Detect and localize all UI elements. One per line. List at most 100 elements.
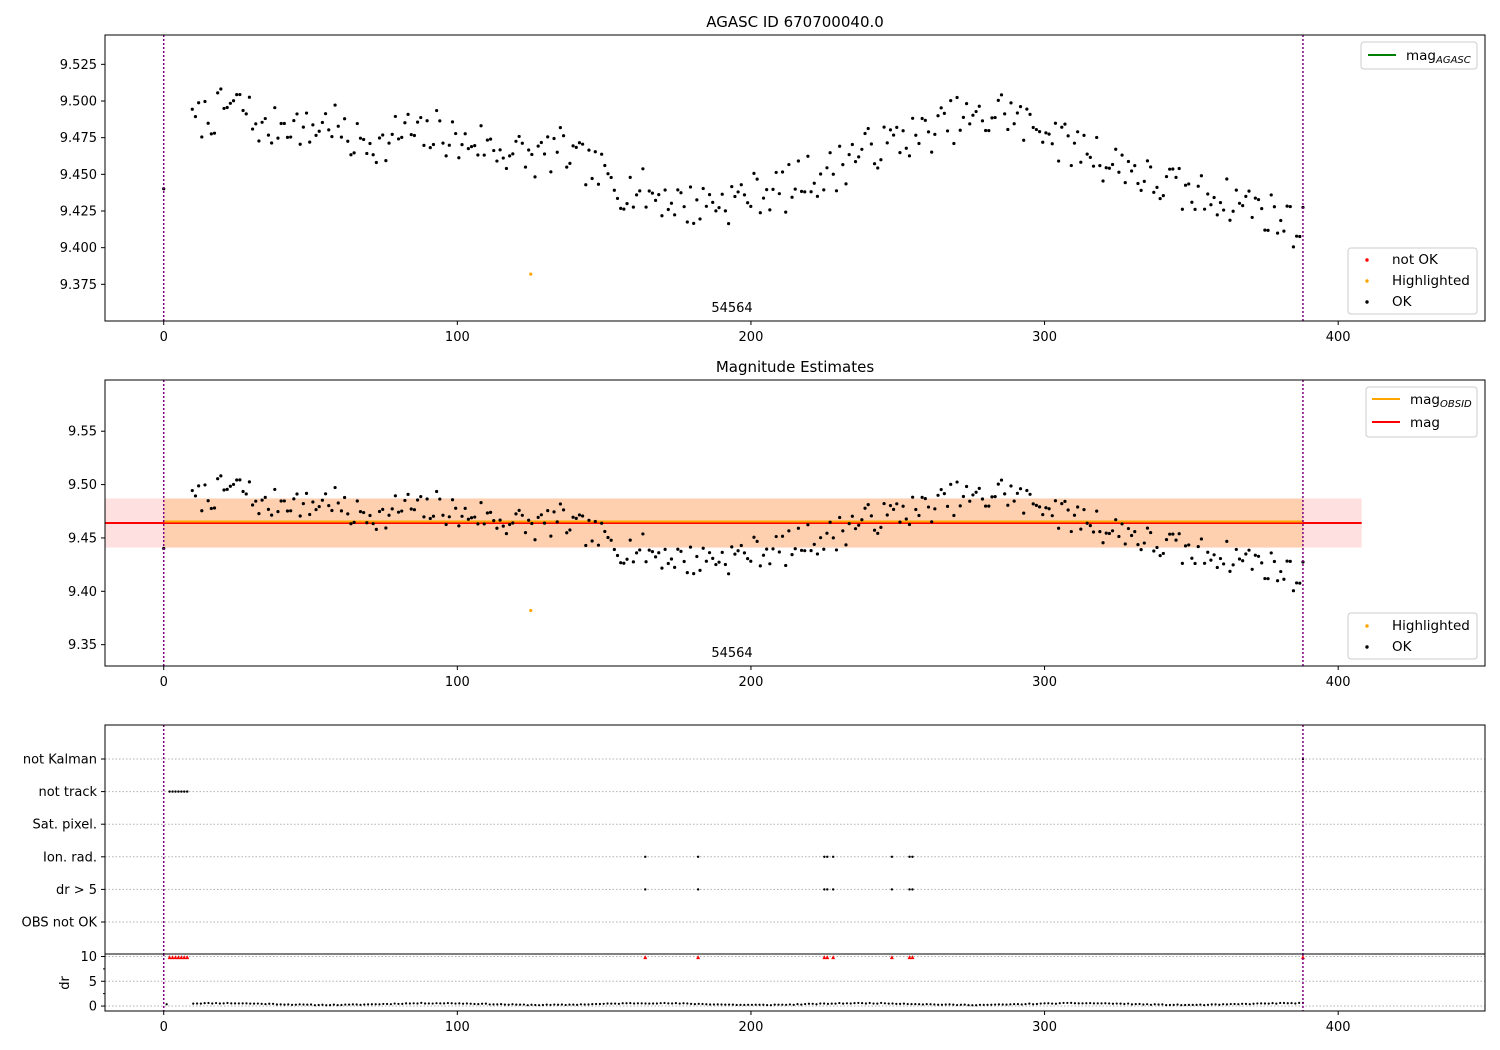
ok-point (463, 506, 467, 510)
dr-point (477, 1003, 480, 1006)
ok-point (1253, 553, 1257, 557)
dr-point (439, 1002, 442, 1005)
dr-point (785, 1003, 788, 1006)
dr-point (587, 1003, 590, 1006)
ok-point (1164, 174, 1169, 179)
ok-point (673, 213, 677, 217)
ok-point (853, 160, 858, 164)
ok-point (765, 188, 769, 192)
ok-point (527, 148, 531, 152)
ok-point (812, 181, 816, 185)
ok-point (1006, 503, 1010, 507)
ion-rad-point (826, 855, 829, 858)
dr-ytick-label: 0 (89, 1000, 97, 1015)
ok-point (549, 170, 553, 174)
ok-point (663, 188, 667, 192)
ok-point (692, 572, 696, 576)
ok-point (1126, 159, 1131, 164)
ok-point (961, 115, 966, 119)
ok-point (450, 120, 455, 124)
dr-point (1294, 1002, 1297, 1005)
ok-point (1158, 196, 1162, 201)
ok-point (733, 194, 737, 199)
dr-point (1195, 1003, 1198, 1006)
dr-point (724, 1003, 727, 1006)
ok-point (669, 201, 674, 205)
ok-point (1225, 177, 1229, 181)
dr-point (1279, 1001, 1282, 1005)
ok-point (441, 513, 445, 517)
dr-point (378, 1003, 381, 1006)
ok-point (371, 522, 375, 526)
ok-point (508, 522, 512, 527)
ok-point (657, 551, 661, 555)
dr-point (1096, 1002, 1099, 1005)
ok-point (628, 175, 632, 179)
ok-point (841, 529, 845, 533)
ok-point (1234, 547, 1238, 552)
dr-point (496, 1003, 499, 1006)
ok-point (343, 117, 347, 121)
dr-point (716, 1003, 719, 1006)
ok-point (565, 531, 569, 535)
dr-high-marker (643, 955, 648, 960)
ok-point (374, 160, 378, 165)
ok-point (584, 543, 588, 548)
ok-point (276, 510, 280, 514)
ok-point (1222, 208, 1226, 212)
dr-point (264, 1003, 267, 1006)
highlighted-point (529, 608, 533, 613)
ok-point (987, 504, 991, 508)
dr-point (777, 1003, 780, 1006)
dr-point (572, 1003, 575, 1006)
dr-point (309, 1003, 313, 1006)
ok-point (355, 121, 359, 126)
flag-label: not track (38, 785, 97, 800)
ok-point (666, 207, 670, 212)
ok-point (1288, 204, 1292, 209)
dr-point (347, 1003, 351, 1006)
dr-point (328, 1004, 332, 1007)
dr-high-marker (822, 955, 827, 960)
ok-point (539, 140, 543, 145)
ok-point (1190, 556, 1194, 560)
dr-point (864, 1002, 868, 1005)
ok-point (930, 520, 934, 524)
ok-point (508, 154, 512, 158)
ok-point (726, 222, 731, 226)
ok-point (891, 507, 896, 511)
ok-point (609, 175, 613, 180)
ok-point (1241, 204, 1245, 208)
ok-point (660, 214, 664, 218)
dr-point (541, 1003, 544, 1007)
ok-point (1123, 181, 1127, 185)
panel2-frame (104, 379, 1486, 667)
panel1-title: AGASC ID 670700040.0 (706, 13, 884, 31)
dr-point (1187, 1003, 1191, 1006)
ok-point (1107, 166, 1111, 170)
legend2-marker-ok (1365, 645, 1369, 649)
ok-point (914, 133, 918, 137)
ok-point (1161, 194, 1165, 198)
ok-point (634, 551, 639, 555)
flag-label: Ion. rad. (43, 850, 97, 865)
dr-panel: 0 100 200 300 400 0 5 10 dr (58, 950, 1486, 1035)
ok-point (622, 561, 626, 565)
ok-point (1060, 502, 1064, 506)
ok-point (993, 495, 997, 499)
dr-point (515, 1003, 518, 1006)
dr-point (518, 1003, 522, 1006)
ok-point (593, 150, 597, 154)
ok-point (403, 498, 407, 503)
dr-point (1035, 1002, 1039, 1006)
ok-point (984, 504, 988, 508)
ok-point (1260, 561, 1264, 565)
dr-point (838, 1001, 841, 1005)
ok-point (1155, 185, 1159, 190)
ok-point (1291, 589, 1296, 593)
dr-point (1203, 1004, 1206, 1007)
p2-ytick-label: 9.50 (68, 478, 97, 493)
ok-point (1177, 166, 1181, 171)
dr-point (613, 1002, 617, 1005)
ok-point (298, 514, 302, 518)
